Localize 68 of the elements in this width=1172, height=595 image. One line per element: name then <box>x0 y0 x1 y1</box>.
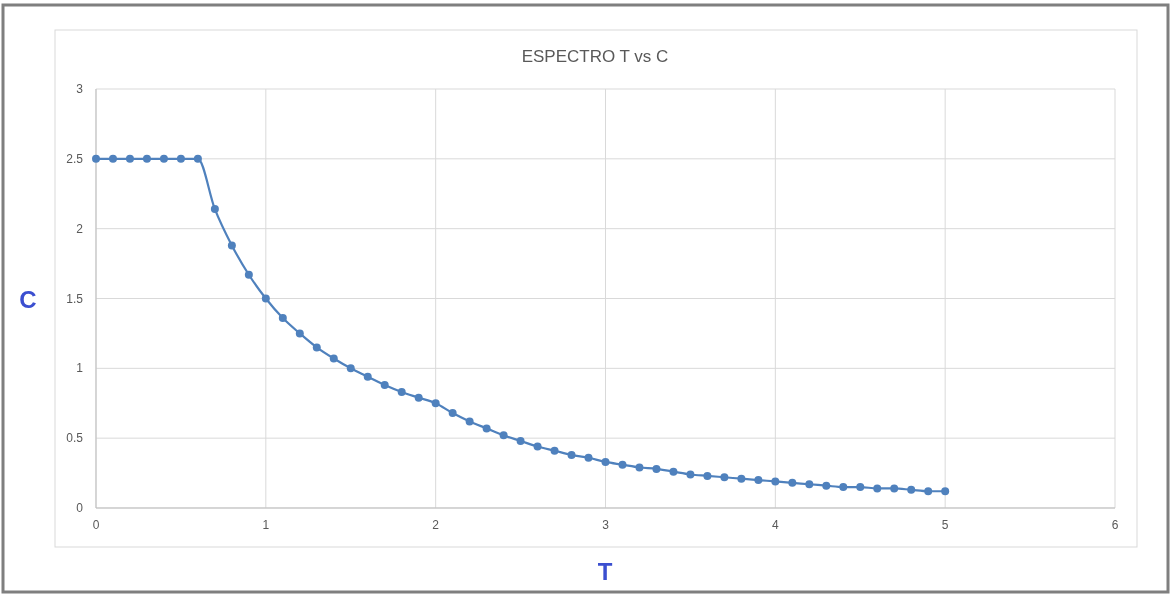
point <box>686 470 695 479</box>
point <box>754 476 763 485</box>
point <box>873 484 882 493</box>
x-tick-label: 6 <box>1111 518 1119 532</box>
x-tick-label: 1 <box>262 518 270 532</box>
point <box>363 372 372 381</box>
point <box>499 431 508 440</box>
point <box>618 460 627 469</box>
point <box>176 154 185 163</box>
point <box>448 409 457 418</box>
point <box>941 487 950 496</box>
point <box>142 154 151 163</box>
point <box>805 480 814 489</box>
x-tick-label: 2 <box>432 518 440 532</box>
point <box>737 474 746 483</box>
x-tick-label: 5 <box>941 518 949 532</box>
chart-title: ESPECTRO T vs C <box>521 47 669 66</box>
x-tick-label: 3 <box>602 518 610 532</box>
point <box>652 464 661 473</box>
point <box>907 485 916 494</box>
y-tick-label: 2 <box>76 221 84 236</box>
point <box>720 473 729 482</box>
x-tick-label: 4 <box>771 518 779 532</box>
point <box>788 478 797 487</box>
point <box>635 463 644 472</box>
point <box>227 241 236 250</box>
y-tick-label: 3 <box>76 82 84 96</box>
point <box>193 154 202 163</box>
point <box>397 388 406 397</box>
point <box>839 483 848 492</box>
point <box>261 294 270 303</box>
point <box>856 483 865 492</box>
point <box>771 477 780 486</box>
point <box>125 154 134 163</box>
point <box>312 343 321 352</box>
point <box>380 381 389 390</box>
point <box>159 154 168 163</box>
point <box>924 487 933 496</box>
point <box>482 424 491 433</box>
y-axis-title: C <box>19 286 37 313</box>
point <box>278 314 287 323</box>
y-tick-label: 0 <box>76 501 84 515</box>
point <box>703 471 712 480</box>
x-tick-label: 0 <box>92 518 100 532</box>
point <box>567 450 576 459</box>
point <box>244 270 253 279</box>
point <box>414 393 423 402</box>
point <box>210 205 219 214</box>
point <box>346 364 355 373</box>
y-tick-label: 1.5 <box>66 291 84 306</box>
point <box>295 329 304 338</box>
y-tick-label: 2.5 <box>66 151 84 166</box>
point <box>516 436 525 445</box>
point <box>431 399 440 408</box>
point <box>669 467 678 476</box>
y-tick-label: 1 <box>76 361 84 376</box>
point <box>890 484 899 493</box>
point <box>822 481 831 490</box>
point <box>108 154 117 163</box>
point <box>329 354 338 363</box>
x-axis-title: T <box>597 558 613 585</box>
point <box>550 446 559 455</box>
point <box>601 457 610 466</box>
point <box>92 154 100 163</box>
point <box>584 453 593 462</box>
point <box>533 442 542 451</box>
y-tick-label: 0.5 <box>66 431 84 446</box>
point <box>465 417 474 426</box>
